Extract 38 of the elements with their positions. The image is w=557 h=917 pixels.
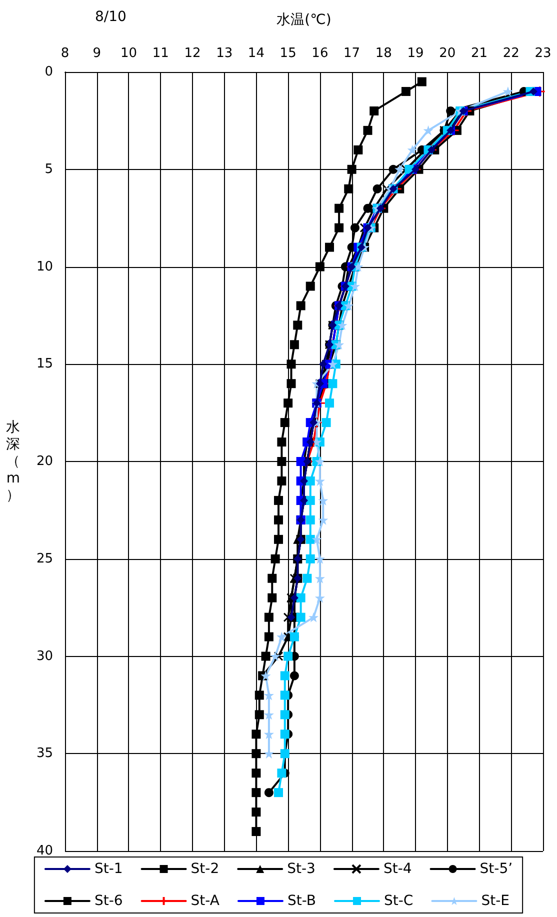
y-tick-label: 0	[44, 64, 53, 80]
legend-label: St-1	[94, 861, 123, 877]
legend-label: St-E	[481, 893, 510, 909]
y-tick-label: 5	[44, 162, 53, 177]
y-tick-label: 40	[36, 844, 53, 858]
y-tick-label: 10	[36, 259, 53, 274]
x-axis-title: 水温(℃)	[276, 12, 332, 28]
x-tick-label: 10	[120, 46, 138, 61]
legend-label: St-C	[384, 893, 414, 909]
x-tick-label: 19	[407, 46, 424, 61]
y-tick-label: 35	[36, 746, 53, 762]
x-tick-label: 22	[502, 46, 520, 61]
x-tick-label: 14	[248, 46, 264, 61]
x-tick-label: 16	[312, 46, 328, 61]
legend-label: St-B	[287, 893, 316, 909]
legend-label: St-3	[287, 861, 316, 877]
legend-label: St-4	[383, 861, 412, 877]
legend-label: St-A	[190, 893, 220, 909]
y-axis-title: 水深（m）	[6, 420, 20, 504]
legend-label: St-5’	[480, 861, 513, 877]
x-tick-label: 20	[439, 46, 456, 61]
y-tick-label: 15	[36, 356, 53, 372]
y-tick-label: 25	[36, 551, 53, 566]
x-tick-label: 17	[344, 46, 360, 61]
x-tick-label: 11	[152, 46, 169, 61]
legend-label: St-6	[94, 893, 123, 909]
x-tick-label: 23	[534, 46, 552, 61]
x-tick-label: 9	[92, 46, 102, 61]
x-tick-label: 15	[280, 46, 296, 61]
x-tick-label: 8	[60, 46, 70, 61]
y-tick-label: 20	[36, 454, 53, 469]
legend-label: St-2	[190, 861, 220, 877]
text: 8/10	[95, 9, 126, 25]
x-tick-label: 18	[375, 46, 392, 61]
x-tick-label: 21	[470, 46, 488, 61]
x-tick-label: 12	[184, 46, 201, 61]
y-tick-label: 30	[36, 648, 53, 664]
x-tick-label: 13	[216, 46, 233, 61]
